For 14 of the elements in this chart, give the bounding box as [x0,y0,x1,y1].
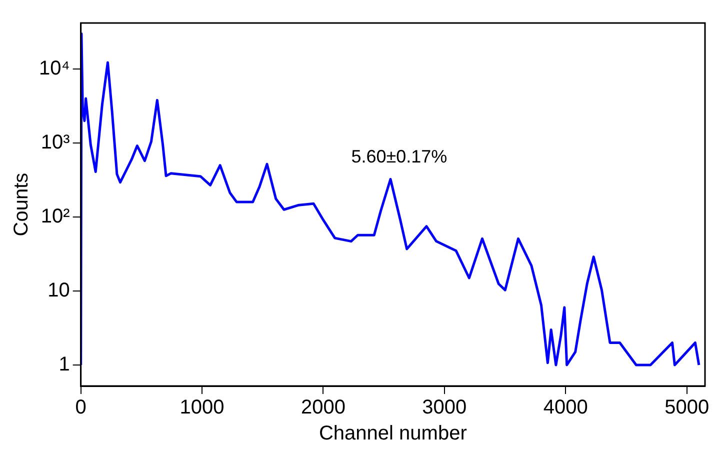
y-tick-label: 10² [40,206,70,228]
x-axis-title: Channel number [318,422,468,445]
y-tick-label: 10⁴ [38,58,70,80]
x-tick-label: 2000 [300,396,346,419]
x-tick-label: 0 [75,396,86,419]
x-tick-label: 5000 [664,396,710,419]
y-axis-title: Counts [10,172,33,236]
y-tick-label: 10³ [40,132,70,154]
y-tick-label: 10 [48,280,70,302]
x-tick-label: 3000 [422,396,467,419]
x-tick-label: 4000 [543,396,588,419]
y-tick-label: 1 [58,354,70,376]
annotation: 5.60±0.17% [351,146,448,166]
x-tick-label: 1000 [180,396,224,419]
